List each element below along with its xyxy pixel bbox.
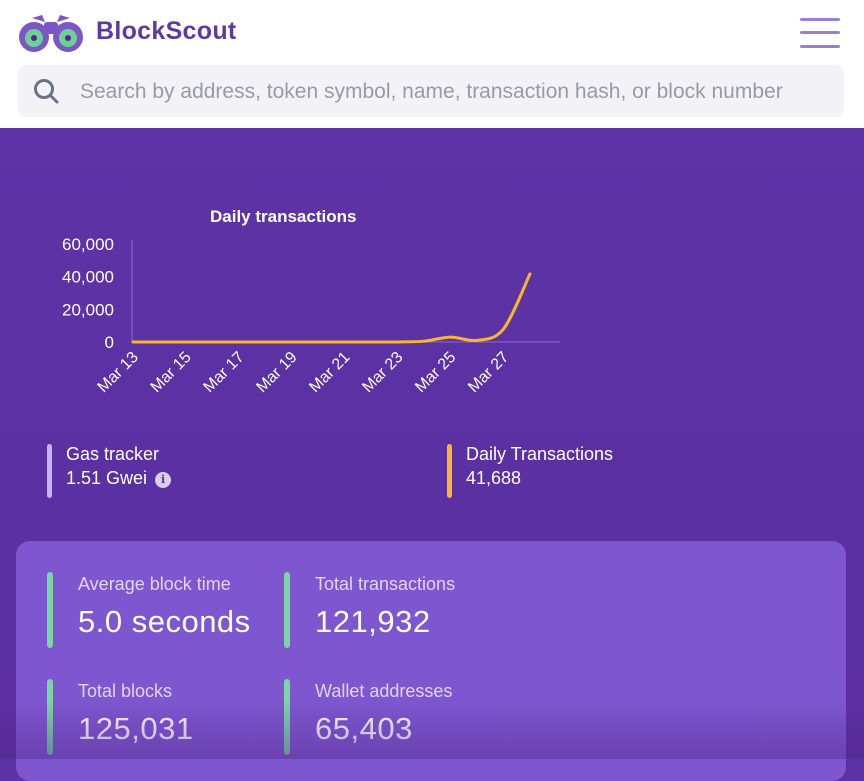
- stat-bar: [284, 572, 290, 648]
- stat-bar: [47, 572, 53, 648]
- search-icon: [34, 79, 59, 104]
- binoculars-icon[interactable]: [18, 12, 84, 54]
- stat-value: 125,031: [78, 711, 194, 746]
- x-tick-label: Mar 15: [148, 349, 195, 396]
- gas-tracker-label: Gas tracker: [66, 444, 160, 464]
- x-tick-label: Mar 27: [465, 349, 512, 396]
- daily-transactions-value: 41,688: [466, 468, 522, 488]
- stat-value: 5.0 seconds: [78, 604, 251, 639]
- gas-price-value: 1.51 Gwei: [66, 468, 148, 488]
- y-tick-label: 60,000: [62, 235, 114, 254]
- brand-name[interactable]: BlockScout: [96, 17, 237, 45]
- chart-title: Daily transactions: [210, 207, 357, 226]
- search-bar[interactable]: [18, 65, 844, 119]
- stat-label: Wallet addresses: [315, 681, 453, 701]
- x-tick-label: Mar 13: [95, 349, 142, 396]
- y-tick-label: 40,000: [62, 268, 114, 287]
- top-header: BlockScout: [0, 0, 864, 128]
- x-tick-label: Mar 23: [359, 349, 406, 396]
- x-tick-label: Mar 21: [306, 349, 353, 396]
- y-tick-label: 0: [105, 333, 114, 352]
- search-input[interactable]: [78, 65, 842, 119]
- stat-bar: [47, 679, 53, 755]
- stat-bar: [284, 679, 290, 755]
- x-tick-label: Mar 19: [253, 349, 300, 396]
- gas-tracker-bar: [47, 444, 52, 498]
- daily-transactions-bar: [447, 444, 452, 498]
- gas-tracker-value: 1.51 Gwei i: [66, 468, 172, 489]
- y-tick-label: 20,000: [62, 300, 114, 319]
- stat-label: Average block time: [78, 574, 231, 594]
- info-icon[interactable]: i: [155, 472, 172, 488]
- daily-transactions-label: Daily Transactions: [466, 444, 614, 464]
- x-tick-label: Mar 25: [412, 349, 459, 396]
- stat-value: 65,403: [315, 711, 413, 746]
- stat-label: Total blocks: [78, 681, 173, 701]
- stat-value: 121,932: [315, 604, 431, 639]
- series-line: [131, 272, 532, 344]
- hamburger-menu-icon[interactable]: [800, 16, 840, 50]
- x-tick-label: Mar 17: [200, 349, 247, 396]
- stats-card: Average block time 5.0 seconds Total tra…: [16, 541, 846, 781]
- stat-label: Total transactions: [315, 574, 456, 594]
